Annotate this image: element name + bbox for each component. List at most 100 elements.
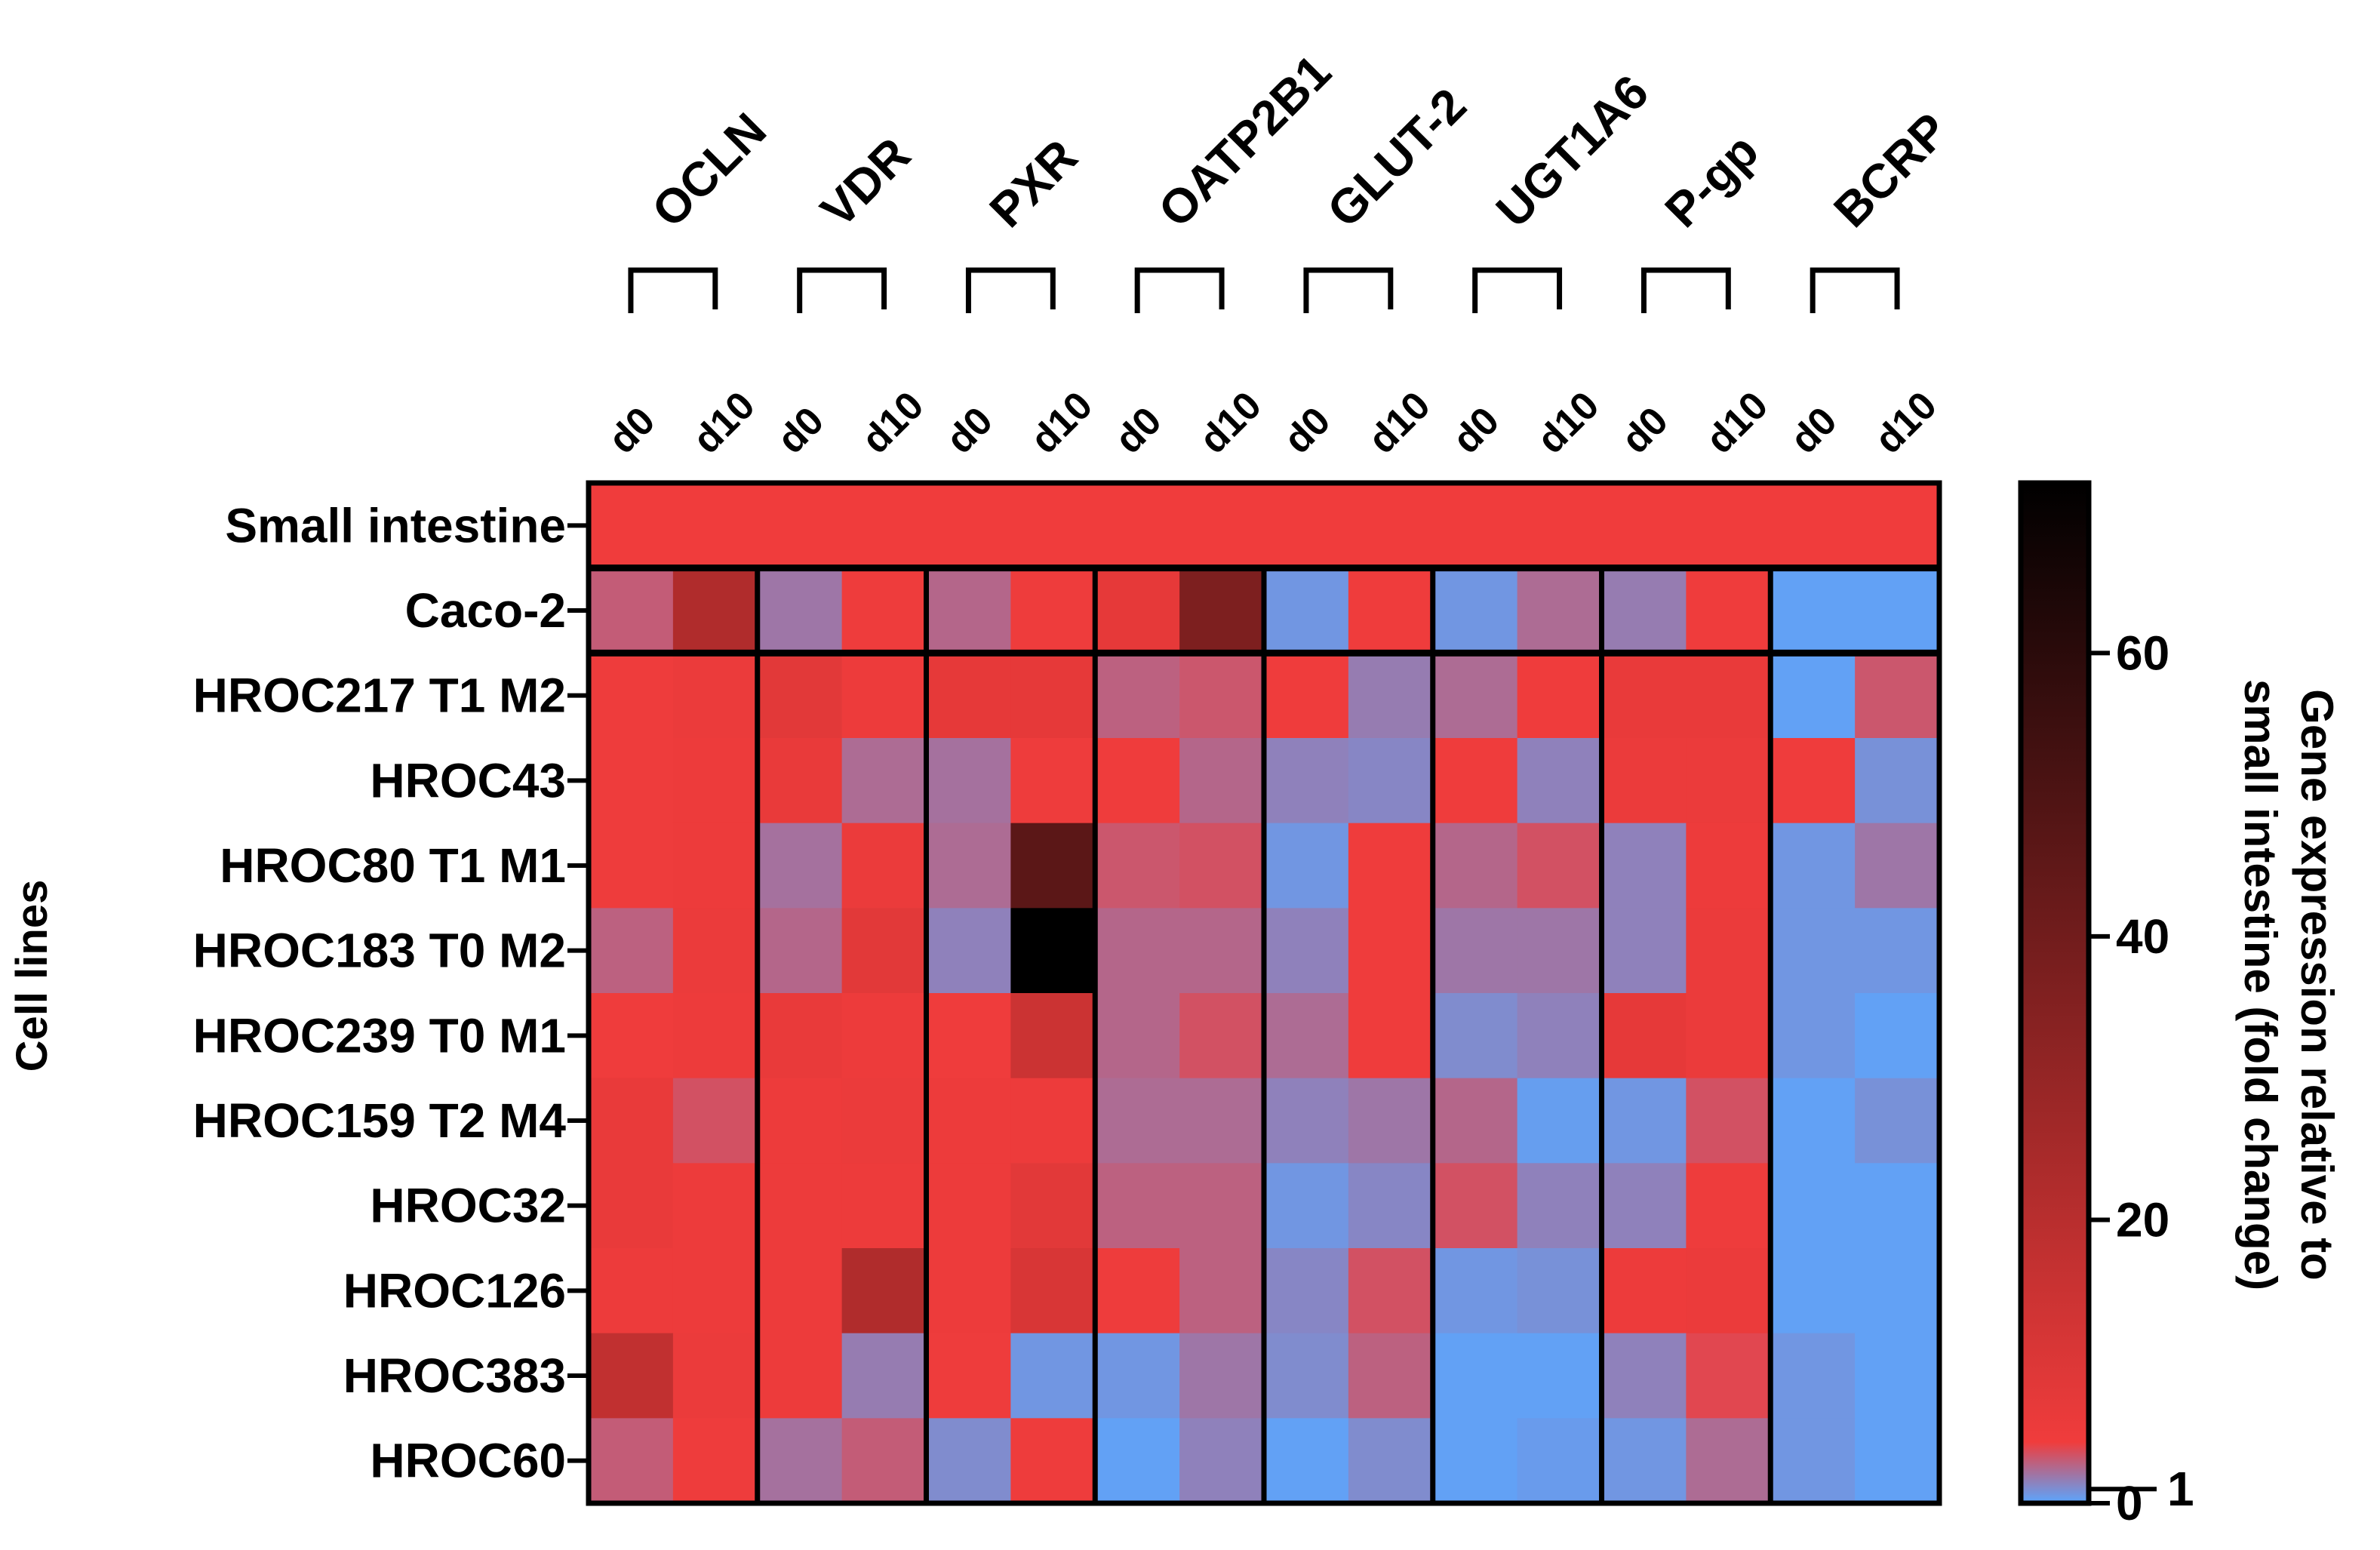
heatmap-cell [1432, 567, 1518, 654]
heatmap-cell [1686, 1248, 1771, 1334]
heatmap-cell [841, 1078, 927, 1164]
heatmap-cell [1517, 738, 1603, 824]
heatmap-cell [1601, 1163, 1687, 1249]
heatmap-cell [757, 993, 843, 1079]
row-label: HROC383 [343, 1349, 566, 1403]
gene-label: PXR [979, 129, 1087, 238]
gene-bracket [1810, 267, 1900, 313]
heatmap-cell [1517, 1418, 1603, 1504]
heatmap-cell [1770, 1418, 1856, 1504]
heatmap-cell [757, 1248, 843, 1334]
gene-label: GLUT-2 [1317, 78, 1477, 238]
heatmap-cell [1432, 653, 1518, 739]
row-label: Caco-2 [405, 583, 566, 638]
heatmap-cell [1686, 993, 1771, 1079]
heatmap-cell [1517, 1248, 1603, 1334]
heatmap-cell [1432, 823, 1518, 909]
heatmap-cell [757, 653, 843, 739]
heatmap-cell [1010, 1078, 1096, 1164]
row-label: HROC183 T0 M2 [193, 924, 566, 978]
heatmap-cell [1010, 1163, 1096, 1249]
heatmap-cell [672, 653, 758, 739]
timepoint-label: d0 [769, 399, 832, 463]
heatmap-cell [1517, 908, 1603, 994]
heatmap-cell [1855, 738, 1940, 824]
heatmap-cell [1010, 738, 1096, 824]
heatmap-cell [1264, 483, 1349, 569]
heatmap-cell [926, 653, 1011, 739]
heatmap-cell [1179, 1333, 1265, 1419]
heatmap-cell [1264, 1418, 1349, 1504]
heatmap-cell [1095, 993, 1180, 1079]
heatmap-cell [1855, 1333, 1940, 1419]
heatmap-cell [926, 483, 1011, 569]
heatmap-cell [672, 567, 758, 654]
heatmap-cell [1010, 908, 1096, 994]
heatmap-cell [1095, 653, 1180, 739]
heatmap-cell [1348, 738, 1434, 824]
row-label: HROC80 T1 M1 [220, 838, 566, 893]
heatmap-cell [1348, 908, 1434, 994]
heatmap-cell [1601, 1333, 1687, 1419]
heatmap-cell [1095, 1248, 1180, 1334]
heatmap-cell [1855, 1078, 1940, 1164]
timepoint-label: d10 [1698, 383, 1776, 462]
heatmap-cell [1855, 653, 1940, 739]
heatmap-cell [1686, 908, 1771, 994]
heatmap-cell [1686, 823, 1771, 909]
heatmap-cell [1179, 1163, 1265, 1249]
heatmap-cell [1601, 483, 1687, 569]
gene-bracket [797, 267, 887, 313]
heatmap-cell [926, 1333, 1011, 1419]
row-labels: Small intestine Caco-2 HROC217 T1 M2 HROC43… [193, 498, 589, 1488]
heatmap-cell [1179, 908, 1265, 994]
heatmap-cell [757, 1333, 843, 1419]
heatmap-cell [757, 567, 843, 654]
heatmap-cell [757, 483, 843, 569]
heatmap-cell [926, 1418, 1011, 1504]
heatmap-cell [1686, 483, 1771, 569]
heatmap-cell [1855, 1248, 1940, 1334]
heatmap-cell [841, 738, 927, 824]
heatmap-cell [1517, 1163, 1603, 1249]
y-axis-label: Cell lines [8, 880, 57, 1072]
timepoint-headers: d0 d10 d0 d10 d0 d10 d0 d10 d0 d10 d0 d10 d0 d10 d0 d10 [600, 383, 1945, 462]
heatmap-cell [1264, 1248, 1349, 1334]
heatmap-cell [926, 1078, 1011, 1164]
heatmap-cell [1770, 567, 1856, 654]
heatmap-cell [926, 993, 1011, 1079]
heatmap-cell [1264, 738, 1349, 824]
heatmap-cell [1348, 1248, 1434, 1334]
colorbar-tick-label: 0 [2116, 1476, 2143, 1530]
heatmap-cell [1348, 1163, 1434, 1249]
heatmap-cell [1517, 653, 1603, 739]
heatmap-cell [841, 1418, 927, 1504]
heatmap-cell [1517, 823, 1603, 909]
heatmap-cell [1095, 823, 1180, 909]
heatmap-cell [1010, 1333, 1096, 1419]
gene-bracket [1472, 267, 1563, 313]
heatmap-cell [1348, 1418, 1434, 1504]
gene-label: OATP2B1 [1148, 45, 1341, 238]
row-label: Small intestine [225, 498, 566, 552]
heatmap-cell [841, 823, 927, 909]
heatmap-cell [1517, 1333, 1603, 1419]
timepoint-label: d10 [684, 383, 763, 462]
colorbar-tick-label: 60 [2116, 626, 2169, 680]
heatmap-cell [1601, 1418, 1687, 1504]
heatmap-cell [1348, 1078, 1434, 1164]
row-label: HROC43 [370, 753, 566, 807]
heatmap-cell [1432, 1248, 1518, 1334]
heatmap-cell [672, 823, 758, 909]
heatmap-cell [1601, 567, 1687, 654]
heatmap-cell [1010, 1418, 1096, 1504]
heatmap-cell [1770, 1078, 1856, 1164]
heatmap-cell [589, 1163, 674, 1249]
timepoint-label: d0 [1782, 399, 1846, 463]
colorbar-gradient [2018, 480, 2092, 1506]
gene-bracket [1640, 267, 1731, 313]
heatmap-cell [1855, 1418, 1940, 1504]
colorbar-label-line2: small intestine (fold change) [2235, 679, 2286, 1290]
timepoint-label: d10 [1192, 383, 1270, 462]
